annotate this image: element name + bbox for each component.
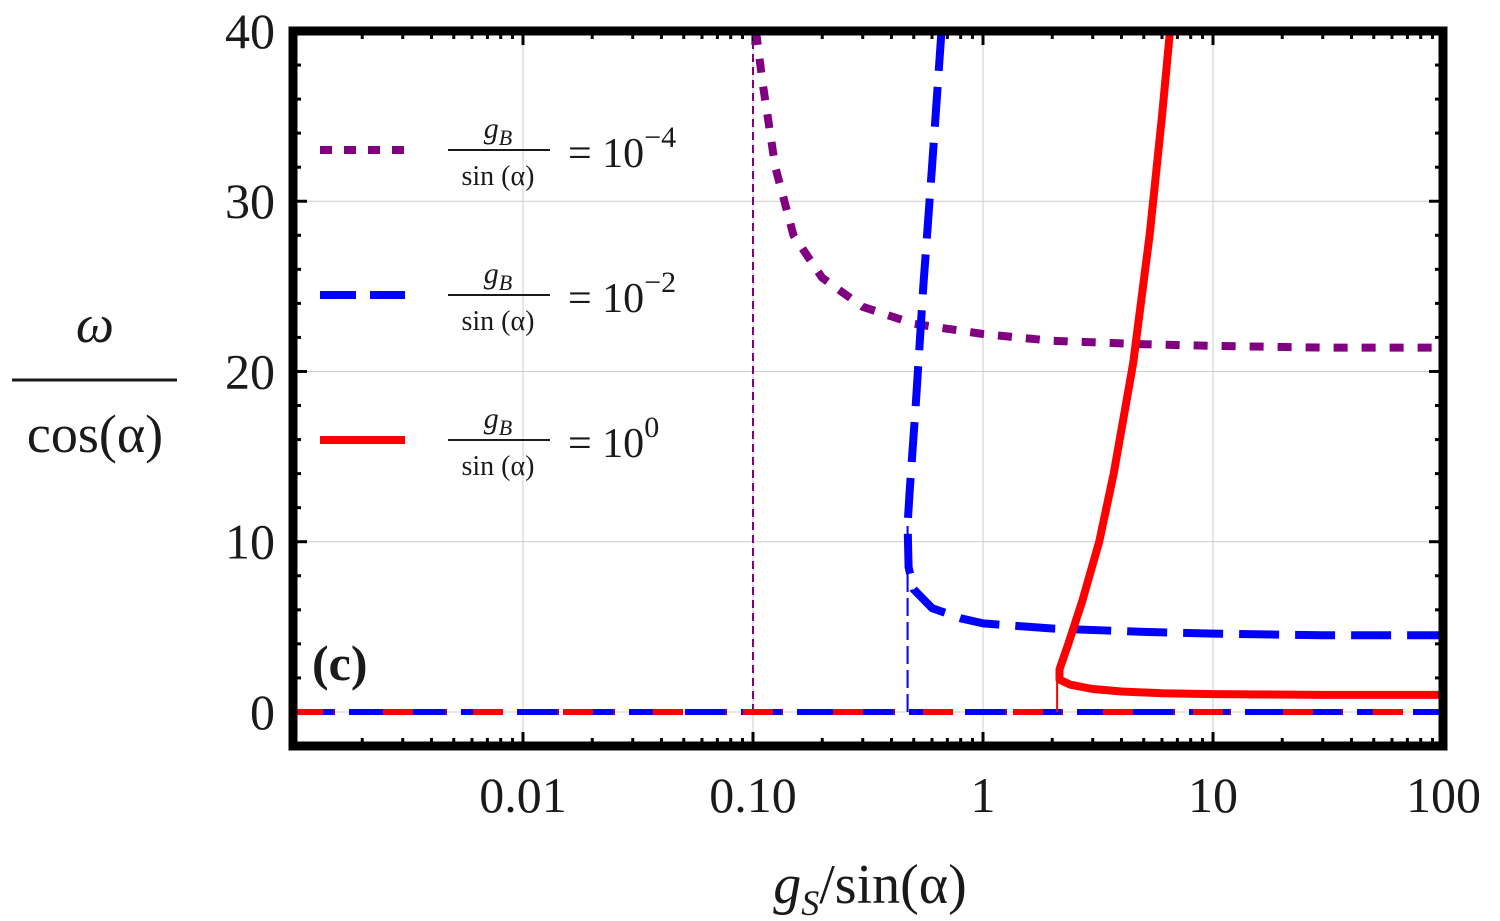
legend-frac-num-var: g	[484, 402, 499, 435]
tick-labels: 0.01 0.10 1 10 100 0 10 20 30 40	[225, 3, 1481, 823]
y-tick-label: 10	[225, 514, 275, 570]
y-tick-label: 40	[225, 3, 275, 59]
legend-exponent: 0	[644, 411, 659, 444]
series-upper-branch	[752, 30, 1443, 352]
legend-frac-num-sub: B	[499, 125, 512, 150]
legend-frac-num-sub: B	[499, 270, 512, 295]
legend-frac-denominator: sin (α)	[462, 161, 535, 192]
legend-frac-denominator: sin (α)	[462, 451, 535, 482]
series-layer	[293, 30, 1443, 715]
legend-value: = 100	[568, 411, 659, 467]
y-tick-label: 0	[250, 684, 275, 740]
x-axis-label-sub: S	[801, 883, 819, 921]
x-axis-label-rest: /sin(α)	[819, 854, 967, 916]
legend-frac-num-var: g	[484, 112, 499, 145]
legend-frac-num-var: g	[484, 257, 499, 290]
series-2	[293, 30, 1443, 715]
legend-value: = 10−4	[568, 121, 676, 177]
series-upper-branch	[1055, 30, 1443, 699]
legend-value: = 10−2	[568, 266, 676, 322]
x-tick-label: 100	[1406, 767, 1481, 823]
legend-frac-num-sub: B	[499, 415, 512, 440]
y-axis-label-denominator: cos(α)	[27, 404, 163, 464]
legend-frac-numerator: gB	[484, 257, 512, 295]
grid-lines	[293, 31, 1443, 746]
y-tick-label: 30	[225, 173, 275, 229]
panel-label: (c)	[312, 635, 368, 691]
x-tick-label: 0.01	[479, 767, 567, 823]
y-axis-label-numerator: ω	[76, 294, 114, 354]
legend-frac-numerator: gB	[484, 112, 512, 150]
x-axis-label: gS/sin(α)	[773, 854, 967, 921]
x-axis-label-var: g	[773, 854, 801, 916]
legend-frac-denominator: sin (α)	[462, 306, 535, 337]
y-axis-label: ω cos(α)	[12, 294, 177, 464]
y-tick-label: 20	[225, 343, 275, 399]
axis-ticks	[293, 31, 1443, 746]
series-upper-branch	[903, 30, 1443, 640]
x-tick-label: 10	[1188, 767, 1238, 823]
plot-frame	[288, 26, 1448, 751]
legend-frac-numerator: gB	[484, 402, 512, 440]
legend-exponent: −2	[644, 266, 676, 299]
legend-exponent: −4	[644, 121, 676, 154]
x-tick-label: 0.10	[709, 767, 797, 823]
x-tick-label: 1	[971, 767, 996, 823]
